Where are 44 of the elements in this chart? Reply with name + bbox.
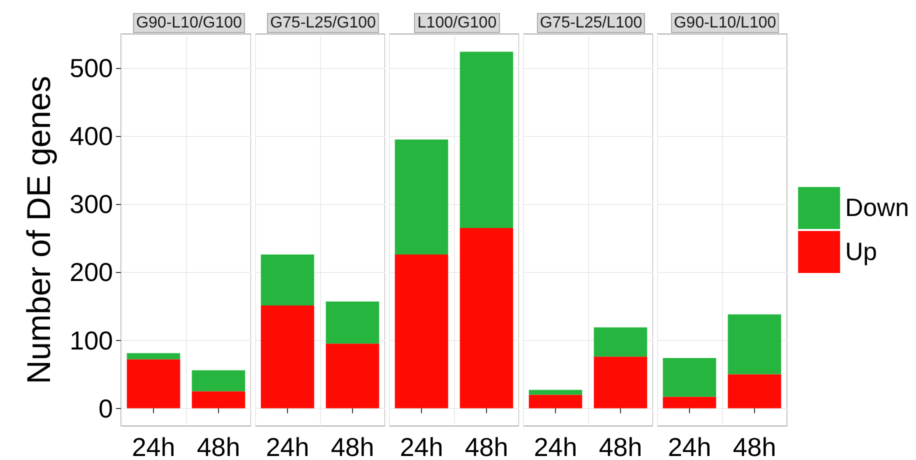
bar [260, 306, 314, 408]
legend-label: Down [845, 194, 910, 222]
bar [662, 396, 716, 408]
bar [126, 359, 180, 408]
bar [192, 370, 246, 392]
y-tick-label: 400 [70, 121, 113, 152]
bar [460, 228, 514, 408]
x-tick-label: 24h [400, 432, 444, 460]
y-tick-label: 100 [70, 325, 113, 356]
chart-title: G90-L10/G100 [136, 14, 242, 32]
x-tick-label: 24h [534, 432, 578, 460]
bar [460, 52, 514, 228]
legend-label: Up [845, 238, 878, 266]
chart-title: L100/G100 [417, 14, 497, 32]
bar [192, 391, 246, 408]
bar [662, 358, 716, 397]
x-tick-label: 48h [330, 432, 374, 460]
x-tick-label: 24h [266, 432, 310, 460]
x-tick-label: 48h [464, 432, 508, 460]
x-tick-label: 24h [668, 432, 712, 460]
bar [594, 327, 648, 357]
y-tick-label: 200 [70, 257, 113, 288]
x-tick-label: 24h [132, 432, 176, 460]
chart-title: G75-L25/L100 [540, 14, 642, 32]
y-tick-label: 300 [70, 189, 113, 220]
y-tick-label: 500 [70, 53, 113, 84]
bar [326, 301, 380, 344]
bar [394, 254, 448, 408]
bar [126, 353, 180, 360]
bar [528, 390, 582, 395]
x-tick-label: 48h [732, 432, 776, 460]
bar [394, 139, 448, 254]
x-tick-label: 48h [598, 432, 642, 460]
y-axis-title: Number of DE genes [20, 76, 57, 384]
bar [728, 314, 782, 374]
bar [528, 394, 582, 408]
y-tick-label: 0 [98, 393, 113, 424]
bar [728, 374, 782, 408]
bar [260, 254, 314, 306]
chart-title: G90-L10/L100 [674, 14, 776, 32]
bar [594, 356, 648, 408]
bar [326, 344, 380, 408]
chart-title: G75-L25/G100 [270, 14, 376, 32]
x-tick-label: 48h [196, 432, 240, 460]
